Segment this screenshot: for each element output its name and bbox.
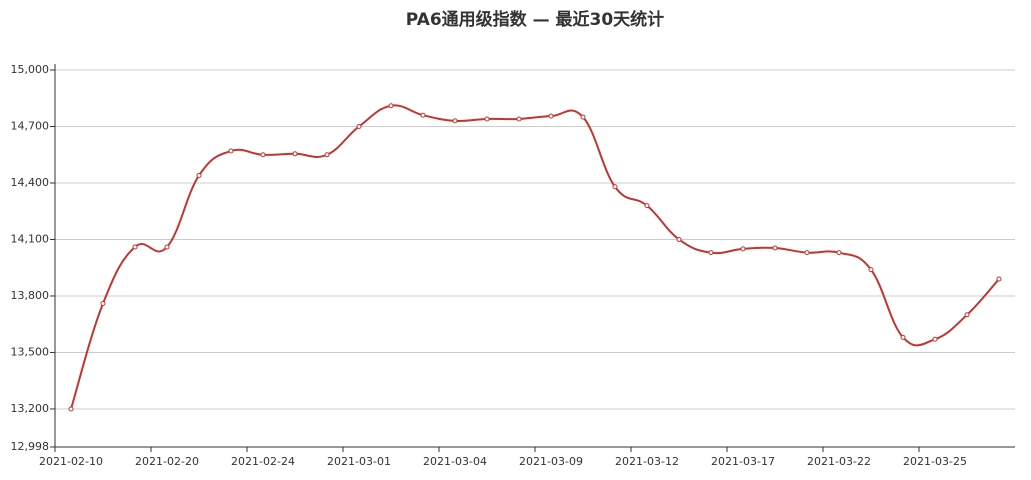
y-tick-label: 12,998 bbox=[11, 440, 50, 453]
point bbox=[612, 184, 618, 190]
point bbox=[164, 244, 170, 250]
point bbox=[356, 123, 362, 129]
point bbox=[100, 301, 106, 307]
point bbox=[484, 116, 490, 122]
y-tick-label: 14,400 bbox=[11, 176, 50, 189]
x-tick-label: 2021-03-25 bbox=[903, 455, 967, 468]
x-tick-label: 2021-03-01 bbox=[327, 455, 391, 468]
x-tick-label: 2021-03-17 bbox=[711, 455, 775, 468]
point bbox=[580, 114, 586, 120]
chart-title: PA6通用级指数 — 最近30天统计 bbox=[406, 9, 664, 30]
x-tick-label: 2021-03-09 bbox=[519, 455, 583, 468]
point bbox=[932, 336, 938, 342]
x-tick-label: 2021-02-10 bbox=[39, 455, 103, 468]
y-tick-label: 13,200 bbox=[11, 402, 50, 415]
y-tick-label: 13,500 bbox=[11, 345, 50, 358]
point bbox=[836, 250, 842, 256]
y-tick-label: 14,100 bbox=[11, 232, 50, 245]
point bbox=[420, 112, 426, 118]
point bbox=[964, 312, 970, 318]
point bbox=[452, 118, 458, 124]
point bbox=[516, 116, 522, 122]
point bbox=[804, 250, 810, 256]
point bbox=[260, 152, 266, 158]
x-tick-label: 2021-02-20 bbox=[135, 455, 199, 468]
point bbox=[772, 245, 778, 251]
y-tick-label: 15,000 bbox=[11, 63, 50, 76]
x-tick-label: 2021-03-04 bbox=[423, 455, 487, 468]
point bbox=[644, 203, 650, 209]
point bbox=[68, 406, 74, 412]
line bbox=[70, 104, 1000, 410]
point bbox=[676, 236, 682, 242]
point bbox=[740, 246, 746, 252]
point bbox=[132, 244, 138, 250]
point bbox=[292, 151, 298, 157]
point bbox=[228, 148, 234, 154]
point bbox=[548, 113, 554, 119]
point bbox=[900, 334, 906, 340]
y-tick-label: 14,700 bbox=[11, 119, 50, 132]
point bbox=[388, 103, 394, 109]
point bbox=[196, 172, 202, 178]
y-tick-label: 13,800 bbox=[11, 289, 50, 302]
x-tick-label: 2021-03-12 bbox=[615, 455, 679, 468]
point bbox=[708, 250, 714, 256]
point bbox=[868, 267, 874, 273]
x-tick-label: 2021-03-22 bbox=[807, 455, 871, 468]
point bbox=[324, 152, 330, 158]
x-tick-label: 2021-02-24 bbox=[231, 455, 295, 468]
point bbox=[996, 276, 1002, 282]
